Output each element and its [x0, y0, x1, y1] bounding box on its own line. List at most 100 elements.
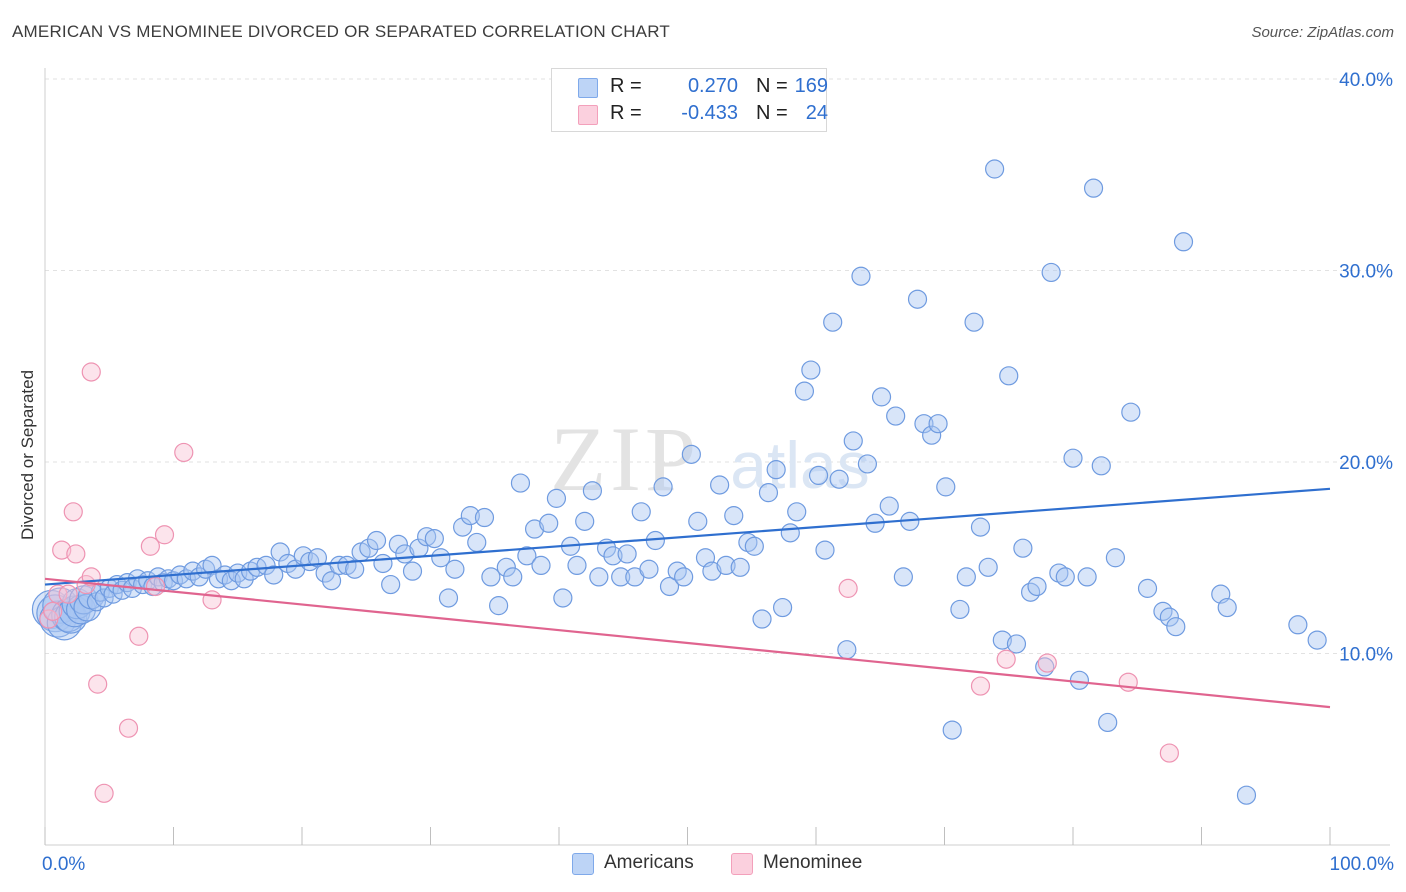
americans-point [589, 567, 609, 587]
americans-point [553, 588, 573, 608]
americans-point [886, 406, 906, 426]
menominee-r-label: R = [610, 102, 642, 124]
menominee-legend-label: Menominee [763, 852, 863, 873]
americans-point [539, 513, 559, 533]
americans-point [1105, 548, 1126, 568]
americans-point [388, 534, 408, 554]
gridlines [45, 78, 1390, 654]
menominee-points [39, 362, 1179, 803]
americans-point [956, 567, 976, 587]
americans-point [928, 414, 948, 434]
americans-point [402, 561, 423, 581]
americans-point [611, 567, 631, 587]
y-axis-label: Divorced or Separated [18, 369, 37, 541]
menominee-point [43, 601, 63, 621]
menominee-point [174, 442, 194, 463]
americans-point [710, 475, 730, 495]
americans-point [766, 460, 786, 480]
americans-point [758, 483, 779, 503]
menominee-n-value: 24 [805, 102, 828, 124]
watermark: ZIP atlas [550, 408, 870, 510]
americans-point [879, 496, 899, 516]
americans-r-label: R = [610, 75, 642, 97]
americans-point [871, 387, 892, 407]
americans-point [617, 544, 637, 564]
americans-point [659, 576, 680, 597]
americans-point [424, 528, 444, 549]
menominee-point [66, 544, 86, 564]
americans-point [474, 507, 495, 528]
menominee-point [838, 578, 858, 598]
trend-lines [44, 487, 1331, 709]
americans-legend-swatch [572, 853, 594, 875]
americans-r-value: 0.270 [687, 75, 738, 97]
tick-labels: 10.0% 20.0% 30.0% 40.0% 0.0% 100.0% [42, 70, 1394, 875]
americans-point [1121, 402, 1141, 422]
americans-point [503, 567, 523, 587]
americans-point [575, 511, 595, 531]
americans-point [489, 596, 509, 616]
americans-point [970, 517, 991, 537]
americans-point [674, 567, 694, 587]
americans-point [815, 540, 835, 560]
menominee-legend-swatch [731, 853, 753, 875]
americans-point [1137, 578, 1158, 598]
menominee-point [48, 584, 68, 604]
americans-point [417, 527, 437, 547]
americans-point [808, 465, 829, 486]
americans-point [1077, 567, 1097, 587]
americans-point [1069, 670, 1090, 690]
americans-point [431, 548, 451, 568]
menominee-swatch [578, 105, 598, 125]
menominee-point [81, 362, 101, 382]
americans-point [978, 557, 998, 577]
americans-trend-line [44, 487, 1331, 586]
americans-point [270, 542, 290, 562]
menominee-point [154, 525, 175, 545]
correlation-legend: R = 0.270 N = 169 R = -0.433 N = 24 [551, 68, 828, 132]
americans-point [716, 555, 736, 576]
americans-point [1063, 448, 1083, 468]
americans-point [744, 536, 764, 556]
y-tick-label: 40.0% [1339, 70, 1393, 91]
americans-point [366, 530, 387, 551]
americans-point [688, 511, 708, 531]
menominee-point [140, 536, 160, 556]
americans-point [467, 532, 487, 553]
americans-point [582, 481, 603, 501]
americans-point [345, 559, 365, 579]
menominee-r-value: -0.433 [681, 102, 738, 124]
americans-point [381, 574, 401, 595]
americans-point [321, 571, 342, 591]
americans-point [1217, 597, 1237, 618]
menominee-point [202, 590, 222, 610]
americans-point [857, 454, 878, 474]
americans-point [681, 444, 701, 464]
americans-point [1083, 178, 1104, 198]
americans-point [653, 477, 673, 497]
americans-point [1006, 634, 1027, 654]
americans-point [1173, 232, 1194, 252]
americans-point [1027, 576, 1047, 597]
americans-point [329, 555, 349, 576]
americans-point [780, 523, 800, 543]
americans-point [278, 553, 298, 574]
americans-point [794, 381, 815, 401]
americans-point [517, 546, 537, 566]
americans-point [531, 555, 551, 576]
americans-point [907, 289, 928, 309]
americans-point [264, 565, 284, 585]
americans-point [843, 431, 863, 451]
americans-point [1166, 617, 1186, 637]
americans-n-value: 169 [794, 75, 828, 97]
menominee-point [94, 783, 114, 803]
americans-point [999, 366, 1019, 386]
americans-point [373, 553, 393, 574]
americans-point [524, 519, 545, 539]
americans-point [936, 477, 956, 497]
americans-point [1055, 567, 1075, 587]
menominee-point [1037, 653, 1057, 673]
americans-point [1159, 607, 1179, 627]
americans-point [73, 593, 102, 622]
